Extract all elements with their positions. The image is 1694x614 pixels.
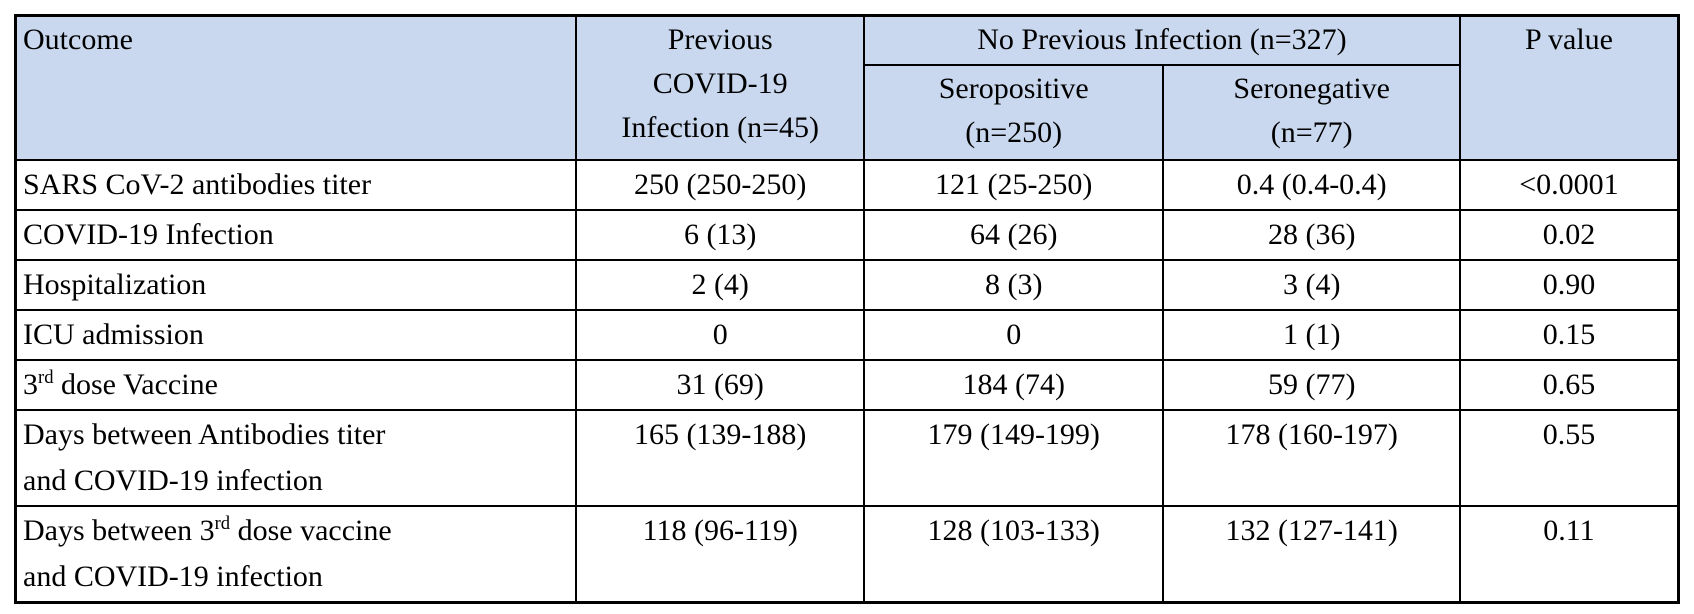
ordinal-superscript: rd xyxy=(38,366,54,388)
cell-previous: 2 (4) xyxy=(575,258,865,311)
outcome-line1: Days between 3rd dose vaccine xyxy=(23,508,569,554)
header-seropositive-line2: (n=250) xyxy=(965,115,1063,149)
cell-seronegative: 132 (127-141) xyxy=(1162,504,1461,603)
cell-seropositive: 184 (74) xyxy=(862,358,1165,411)
cell-seronegative: 3 (4) xyxy=(1162,258,1461,311)
table-row-third-dose-vaccine: 3rd dose Vaccine 31 (69) 184 (74) 59 (77… xyxy=(14,358,1680,411)
cell-seropositive: 8 (3) xyxy=(862,258,1165,311)
cell-previous: 165 (139-188) xyxy=(575,408,865,507)
cell-previous: 250 (250-250) xyxy=(575,158,865,211)
table-row-hospitalization: Hospitalization 2 (4) 8 (3) 3 (4) 0.90 xyxy=(14,258,1680,311)
cell-previous: 118 (96-119) xyxy=(575,504,865,603)
outcome-text: dose vaccine xyxy=(230,513,392,547)
cell-seropositive: 121 (25-250) xyxy=(862,158,1165,211)
header-outcome: Outcome xyxy=(14,14,578,161)
outcome-line2: and COVID-19 infection xyxy=(23,463,323,497)
header-seropositive: Seropositive (n=250) xyxy=(862,63,1165,161)
header-seronegative-line1: Seronegative xyxy=(1233,71,1390,105)
outcome-line1: Days between Antibodies titer xyxy=(23,417,386,451)
header-previous-line2: COVID-19 xyxy=(652,67,788,100)
header-no-previous-infection: No Previous Infection (n=327) xyxy=(862,14,1461,66)
header-previous-line3: Infection (n=45) xyxy=(621,111,820,144)
cell-p-value: 0.02 xyxy=(1458,208,1680,261)
header-row-2: Seropositive (n=250) Seronegative (n=77) xyxy=(16,63,1679,161)
cell-p-value: <0.0001 xyxy=(1458,158,1680,211)
header-seronegative: Seronegative (n=77) xyxy=(1162,63,1461,161)
header-seronegative-line2: (n=77) xyxy=(1270,115,1353,149)
cell-outcome: Hospitalization xyxy=(14,258,578,311)
cell-seronegative: 28 (36) xyxy=(1162,208,1461,261)
cell-seronegative: 0.4 (0.4-0.4) xyxy=(1162,158,1461,211)
outcome-line2: and COVID-19 infection xyxy=(23,559,323,593)
cell-seropositive: 128 (103-133) xyxy=(862,504,1165,603)
table-row-covid-infection: COVID-19 Infection 6 (13) 64 (26) 28 (36… xyxy=(14,208,1680,261)
cell-previous: 6 (13) xyxy=(575,208,865,261)
cell-p-value: 0.55 xyxy=(1458,408,1680,507)
cell-previous: 31 (69) xyxy=(575,358,865,411)
cell-seronegative: 178 (160-197) xyxy=(1162,408,1461,507)
table-row-days-third-dose-vaccine: Days between 3rd dose vaccine and COVID-… xyxy=(14,504,1680,603)
cell-outcome: ICU admission xyxy=(14,308,578,361)
header-p-value: P value xyxy=(1458,14,1680,161)
cell-seronegative: 59 (77) xyxy=(1162,358,1461,411)
outcome-text: dose Vaccine xyxy=(53,367,218,401)
cell-p-value: 0.15 xyxy=(1458,308,1680,361)
table-row-sars-antibodies-titer: SARS CoV-2 antibodies titer 250 (250-250… xyxy=(14,158,1680,211)
cell-seronegative: 1 (1) xyxy=(1162,308,1461,361)
cell-outcome: SARS CoV-2 antibodies titer xyxy=(14,158,578,211)
outcome-text: 3 xyxy=(23,367,38,401)
header-seropositive-line1: Seropositive xyxy=(938,71,1089,105)
header-previous-line1: Previous xyxy=(667,23,773,56)
outcome-text: Days between 3 xyxy=(23,513,215,547)
cell-previous: 0 xyxy=(575,308,865,361)
header-previous-covid-infection: Previous COVID-19 Infection (n=45) xyxy=(575,14,865,161)
cell-p-value: 0.90 xyxy=(1458,258,1680,311)
cell-p-value: 0.11 xyxy=(1458,504,1680,603)
cell-p-value: 0.65 xyxy=(1458,358,1680,411)
cell-outcome: COVID-19 Infection xyxy=(14,208,578,261)
table-row-days-antibodies-titer: Days between Antibodies titer and COVID-… xyxy=(14,408,1680,507)
header-row-1: Outcome Previous COVID-19 Infection (n=4… xyxy=(14,14,1680,161)
cell-outcome: Days between Antibodies titer and COVID-… xyxy=(14,408,578,507)
cell-seropositive: 64 (26) xyxy=(862,208,1165,261)
cell-outcome: Days between 3rd dose vaccine and COVID-… xyxy=(14,504,578,603)
cell-seropositive: 0 xyxy=(862,308,1165,361)
cell-seropositive: 179 (149-199) xyxy=(862,408,1165,507)
outcomes-table: Outcome Previous COVID-19 Infection (n=4… xyxy=(14,14,1680,604)
ordinal-superscript: rd xyxy=(214,512,231,534)
cell-outcome: 3rd dose Vaccine xyxy=(14,358,578,411)
table-row-icu-admission: ICU admission 0 0 1 (1) 0.15 xyxy=(14,308,1680,361)
